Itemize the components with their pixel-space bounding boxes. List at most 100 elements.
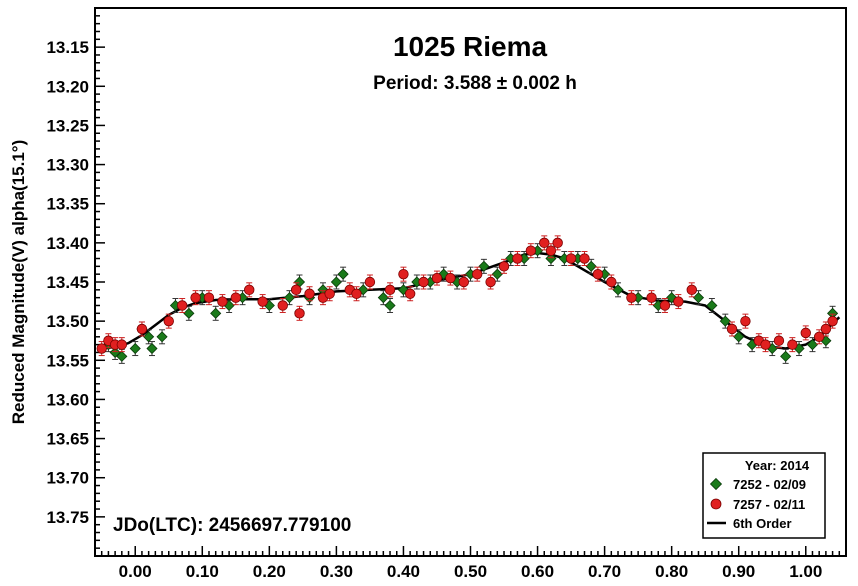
data-point-7257	[163, 315, 174, 327]
legend-circle-marker	[710, 498, 722, 510]
data-point-7257	[606, 276, 617, 288]
data-point-7257	[217, 296, 228, 307]
data-point-7252	[692, 292, 705, 304]
chart-title: 1025 Riema	[393, 31, 548, 62]
x-tick-label: 0.90	[722, 562, 755, 581]
series-7257	[96, 235, 838, 357]
chart-subtitle: Period: 3.588 ± 0.002 h	[373, 73, 577, 94]
data-point-7257	[565, 253, 577, 264]
data-point-7252	[545, 252, 557, 265]
epoch-annotation: JDo(LTC): 2456697.779100	[113, 515, 351, 536]
data-point-7252	[109, 346, 121, 359]
data-point-7257	[364, 276, 376, 288]
data-point-7257	[445, 272, 456, 284]
data-point-7257	[545, 245, 557, 256]
data-point-7257	[304, 288, 315, 299]
data-point-7257	[552, 237, 563, 249]
data-point-7257	[686, 284, 697, 296]
y-tick-label: 13.60	[46, 390, 89, 409]
legend: Year: 2014 7252 - 02/09 7257 - 02/11 6th…	[702, 452, 826, 539]
data-point-7252	[146, 342, 158, 355]
data-point-7257	[190, 292, 201, 303]
data-point-7257	[827, 315, 838, 327]
y-axis-label: Reduced Magnitude(V) alpha(15.1°)	[9, 140, 28, 425]
data-point-7252	[156, 331, 168, 343]
data-point-7257	[813, 331, 825, 343]
y-tick-label: 13.45	[46, 273, 89, 292]
y-tick-label: 13.25	[46, 116, 89, 135]
data-point-7257	[116, 339, 128, 350]
data-point-7257	[498, 261, 510, 272]
data-point-7257	[324, 288, 335, 299]
legend-diamond-marker	[709, 477, 723, 491]
y-tick-label: 13.65	[46, 430, 89, 449]
data-point-7257	[626, 292, 637, 303]
data-point-7257	[787, 339, 798, 350]
data-point-7252	[719, 315, 731, 327]
series-7252	[102, 243, 839, 364]
data-point-7257	[512, 253, 523, 264]
data-point-7252	[183, 307, 195, 319]
data-point-7252	[337, 268, 349, 280]
data-point-7252	[210, 307, 222, 319]
x-tick-label: 0.70	[588, 562, 621, 581]
data-point-7257	[257, 296, 268, 307]
data-point-7257	[418, 276, 429, 288]
data-point-7252	[733, 331, 745, 343]
data-point-7252	[585, 260, 597, 272]
data-point-7257	[277, 300, 288, 311]
data-point-7252	[377, 292, 389, 304]
data-point-7257	[458, 276, 469, 288]
x-tick-label: 0.10	[186, 562, 219, 581]
x-tick-label: 0.00	[119, 562, 152, 581]
data-point-7257	[485, 276, 496, 288]
y-tick-label: 13.70	[46, 469, 89, 488]
data-point-7257	[431, 272, 443, 284]
y-tick-label: 13.35	[46, 195, 89, 214]
data-point-7257	[351, 288, 362, 299]
data-point-7252	[780, 350, 792, 362]
data-point-7252	[330, 276, 342, 288]
data-point-7257	[230, 292, 242, 303]
x-tick-label: 0.50	[454, 562, 487, 581]
data-point-7252	[806, 339, 819, 351]
data-point-7252	[612, 284, 624, 296]
x-tick-label: 0.30	[320, 562, 353, 581]
data-point-7252	[143, 331, 155, 343]
data-point-7257	[760, 339, 771, 350]
data-point-7252	[283, 292, 296, 304]
data-point-7257	[539, 237, 550, 249]
data-point-7257	[472, 268, 483, 280]
data-point-7257	[294, 308, 305, 319]
data-point-7257	[384, 284, 396, 296]
y-tick-label: 13.55	[46, 351, 89, 370]
y-tick-label: 13.15	[46, 38, 89, 57]
data-point-7252	[706, 299, 718, 312]
data-point-7257	[203, 292, 215, 303]
data-point-7257	[773, 335, 785, 346]
legend-label-7257: 7257 - 02/11	[733, 497, 805, 512]
x-tick-label: 0.60	[521, 562, 554, 581]
data-point-7252	[116, 350, 128, 362]
y-tick-label: 13.20	[46, 77, 89, 96]
legend-label-fit: 6th Order	[733, 516, 792, 531]
x-tick-label: 1.00	[789, 562, 822, 581]
data-point-7252	[384, 299, 396, 312]
x-tick-label: 0.20	[253, 562, 286, 581]
x-tick-label: 0.40	[387, 562, 420, 581]
data-point-7257	[726, 323, 738, 335]
data-point-7257	[800, 327, 811, 339]
data-point-7252	[491, 268, 503, 280]
data-point-7257	[820, 323, 832, 335]
data-point-7257	[244, 284, 255, 296]
legend-title: Year: 2014	[745, 458, 810, 473]
data-point-7257	[136, 323, 148, 335]
data-point-7257	[673, 296, 684, 307]
data-point-7257	[525, 245, 537, 256]
y-tick-label: 13.75	[46, 508, 89, 527]
data-point-7257	[404, 288, 416, 299]
data-point-7257	[176, 300, 188, 311]
y-tick-label: 13.50	[46, 312, 89, 331]
data-point-7252	[357, 284, 369, 296]
